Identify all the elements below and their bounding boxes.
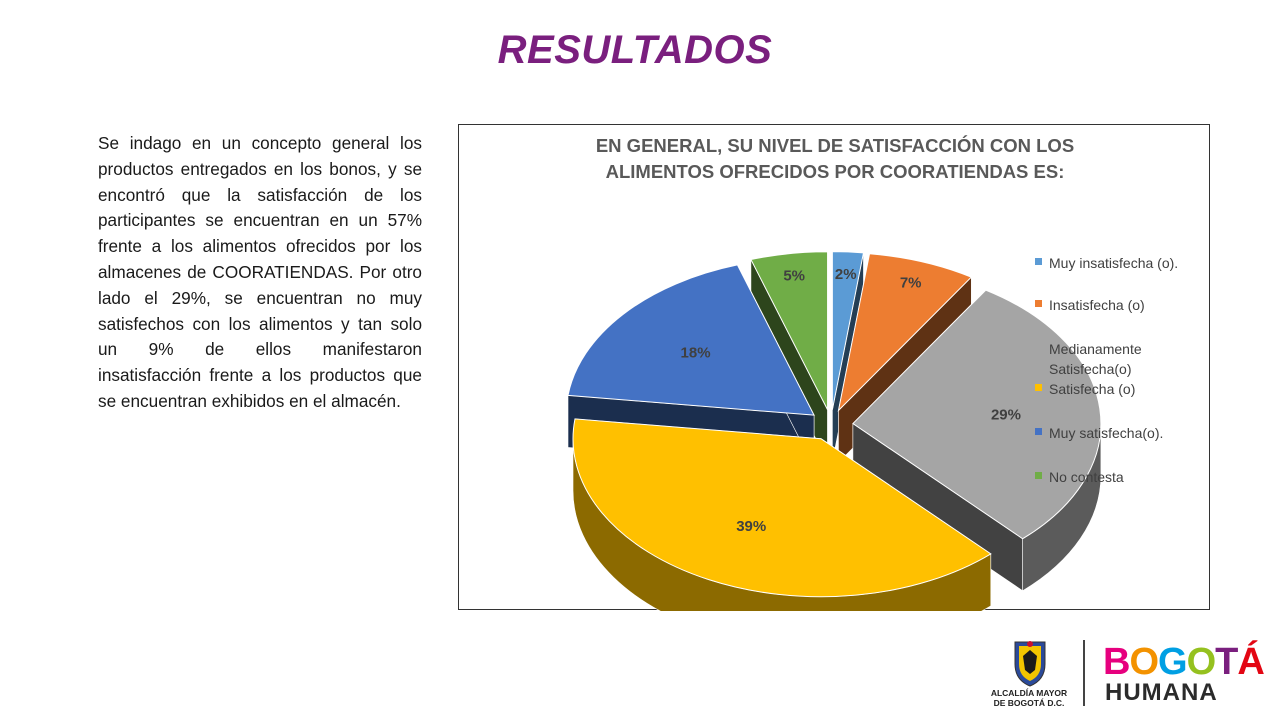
bogota-letter: T bbox=[1215, 641, 1238, 683]
bogota-letter: G bbox=[1158, 641, 1188, 683]
legend-swatch bbox=[1035, 472, 1042, 479]
footer-logos: ALCALDÍA MAYOR DE BOGOTÁ D.C. BOGOTÁ HUM… bbox=[985, 636, 1265, 712]
bogota-letter: Á bbox=[1237, 641, 1264, 683]
pie-slice bbox=[572, 418, 992, 611]
body-paragraph: Se indago en un concepto general los pro… bbox=[98, 133, 422, 411]
legend-swatch bbox=[1035, 428, 1042, 435]
pie-slice-top bbox=[831, 251, 865, 410]
pie-slice-top bbox=[572, 418, 992, 598]
legend-item: Muy insatisfecha (o). bbox=[1035, 253, 1178, 273]
legend-label: Insatisfecha (o) bbox=[1049, 297, 1145, 313]
legend-item: Muy satisfecha(o). bbox=[1035, 423, 1163, 443]
pie-data-label: 18% bbox=[681, 345, 711, 362]
legend-label: Satisfecha (o) bbox=[1049, 381, 1136, 397]
logo-divider bbox=[1083, 640, 1085, 706]
pie-chart: 2% 7% 29% 39% 18% 5% EN GENERAL, SU NIVEL DE … bbox=[458, 124, 1211, 611]
legend-item: Satisfecha (o) bbox=[1035, 379, 1135, 399]
legend-label: Muy insatisfecha (o). bbox=[1049, 255, 1179, 271]
pie-data-label: 5% bbox=[783, 268, 805, 285]
pie-data-label: 29% bbox=[991, 406, 1021, 423]
legend-swatch bbox=[1035, 344, 1042, 351]
legend-swatch bbox=[1035, 300, 1042, 307]
alcaldia-caption: ALCALDÍA MAYOR DE BOGOTÁ D.C. bbox=[985, 688, 1073, 708]
bogota-letter: O bbox=[1129, 641, 1159, 683]
legend-swatch bbox=[1035, 384, 1042, 391]
bogota-letter: O bbox=[1186, 641, 1217, 683]
legend-item: Insatisfecha (o) bbox=[1035, 295, 1145, 315]
slide-title: RESULTADOS bbox=[497, 28, 773, 72]
legend-item: No contesta bbox=[1035, 467, 1124, 487]
bogota-letter: B bbox=[1103, 641, 1130, 683]
chart-title-line-1: EN GENERAL, SU NIVEL DE SATISFACCIÓN CON… bbox=[595, 135, 1075, 156]
chart-title-line-2: ALIMENTOS OFRECIDOS POR COORATIENDAS ES: bbox=[605, 161, 1065, 182]
pie-slice-top bbox=[567, 264, 815, 416]
humana-wordmark: HUMANA bbox=[1105, 679, 1218, 706]
legend-swatch bbox=[1035, 258, 1042, 265]
pie-slice-top bbox=[837, 253, 973, 413]
pie-data-label: 39% bbox=[736, 518, 766, 535]
pie-data-label: 7% bbox=[900, 275, 922, 292]
legend-label: No contesta bbox=[1049, 469, 1124, 485]
alcaldia-shield-logo bbox=[1014, 641, 1046, 687]
legend-item: Medianamente Satisfecha(o) bbox=[1035, 339, 1210, 379]
legend-label: Muy satisfecha(o). bbox=[1049, 425, 1164, 441]
pie-slice-top bbox=[750, 251, 829, 411]
alcaldia-line-1: ALCALDÍA MAYOR bbox=[990, 688, 1068, 698]
bogota-wordmark: BOGOTÁ bbox=[1103, 641, 1265, 683]
pie-data-label: 2% bbox=[835, 266, 857, 283]
legend-label: Medianamente Satisfecha(o) bbox=[1049, 341, 1142, 377]
alcaldia-line-2: DE BOGOTÁ D.C. bbox=[993, 698, 1065, 708]
chart-title: EN GENERAL, SU NIVEL DE SATISFACCIÓN CON… bbox=[459, 133, 1211, 185]
